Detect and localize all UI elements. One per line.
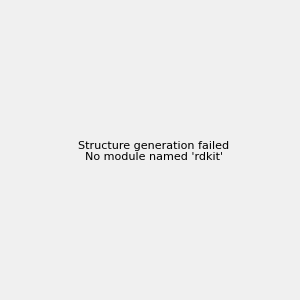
Text: Structure generation failed
No module named 'rdkit': Structure generation failed No module na…: [78, 141, 229, 162]
